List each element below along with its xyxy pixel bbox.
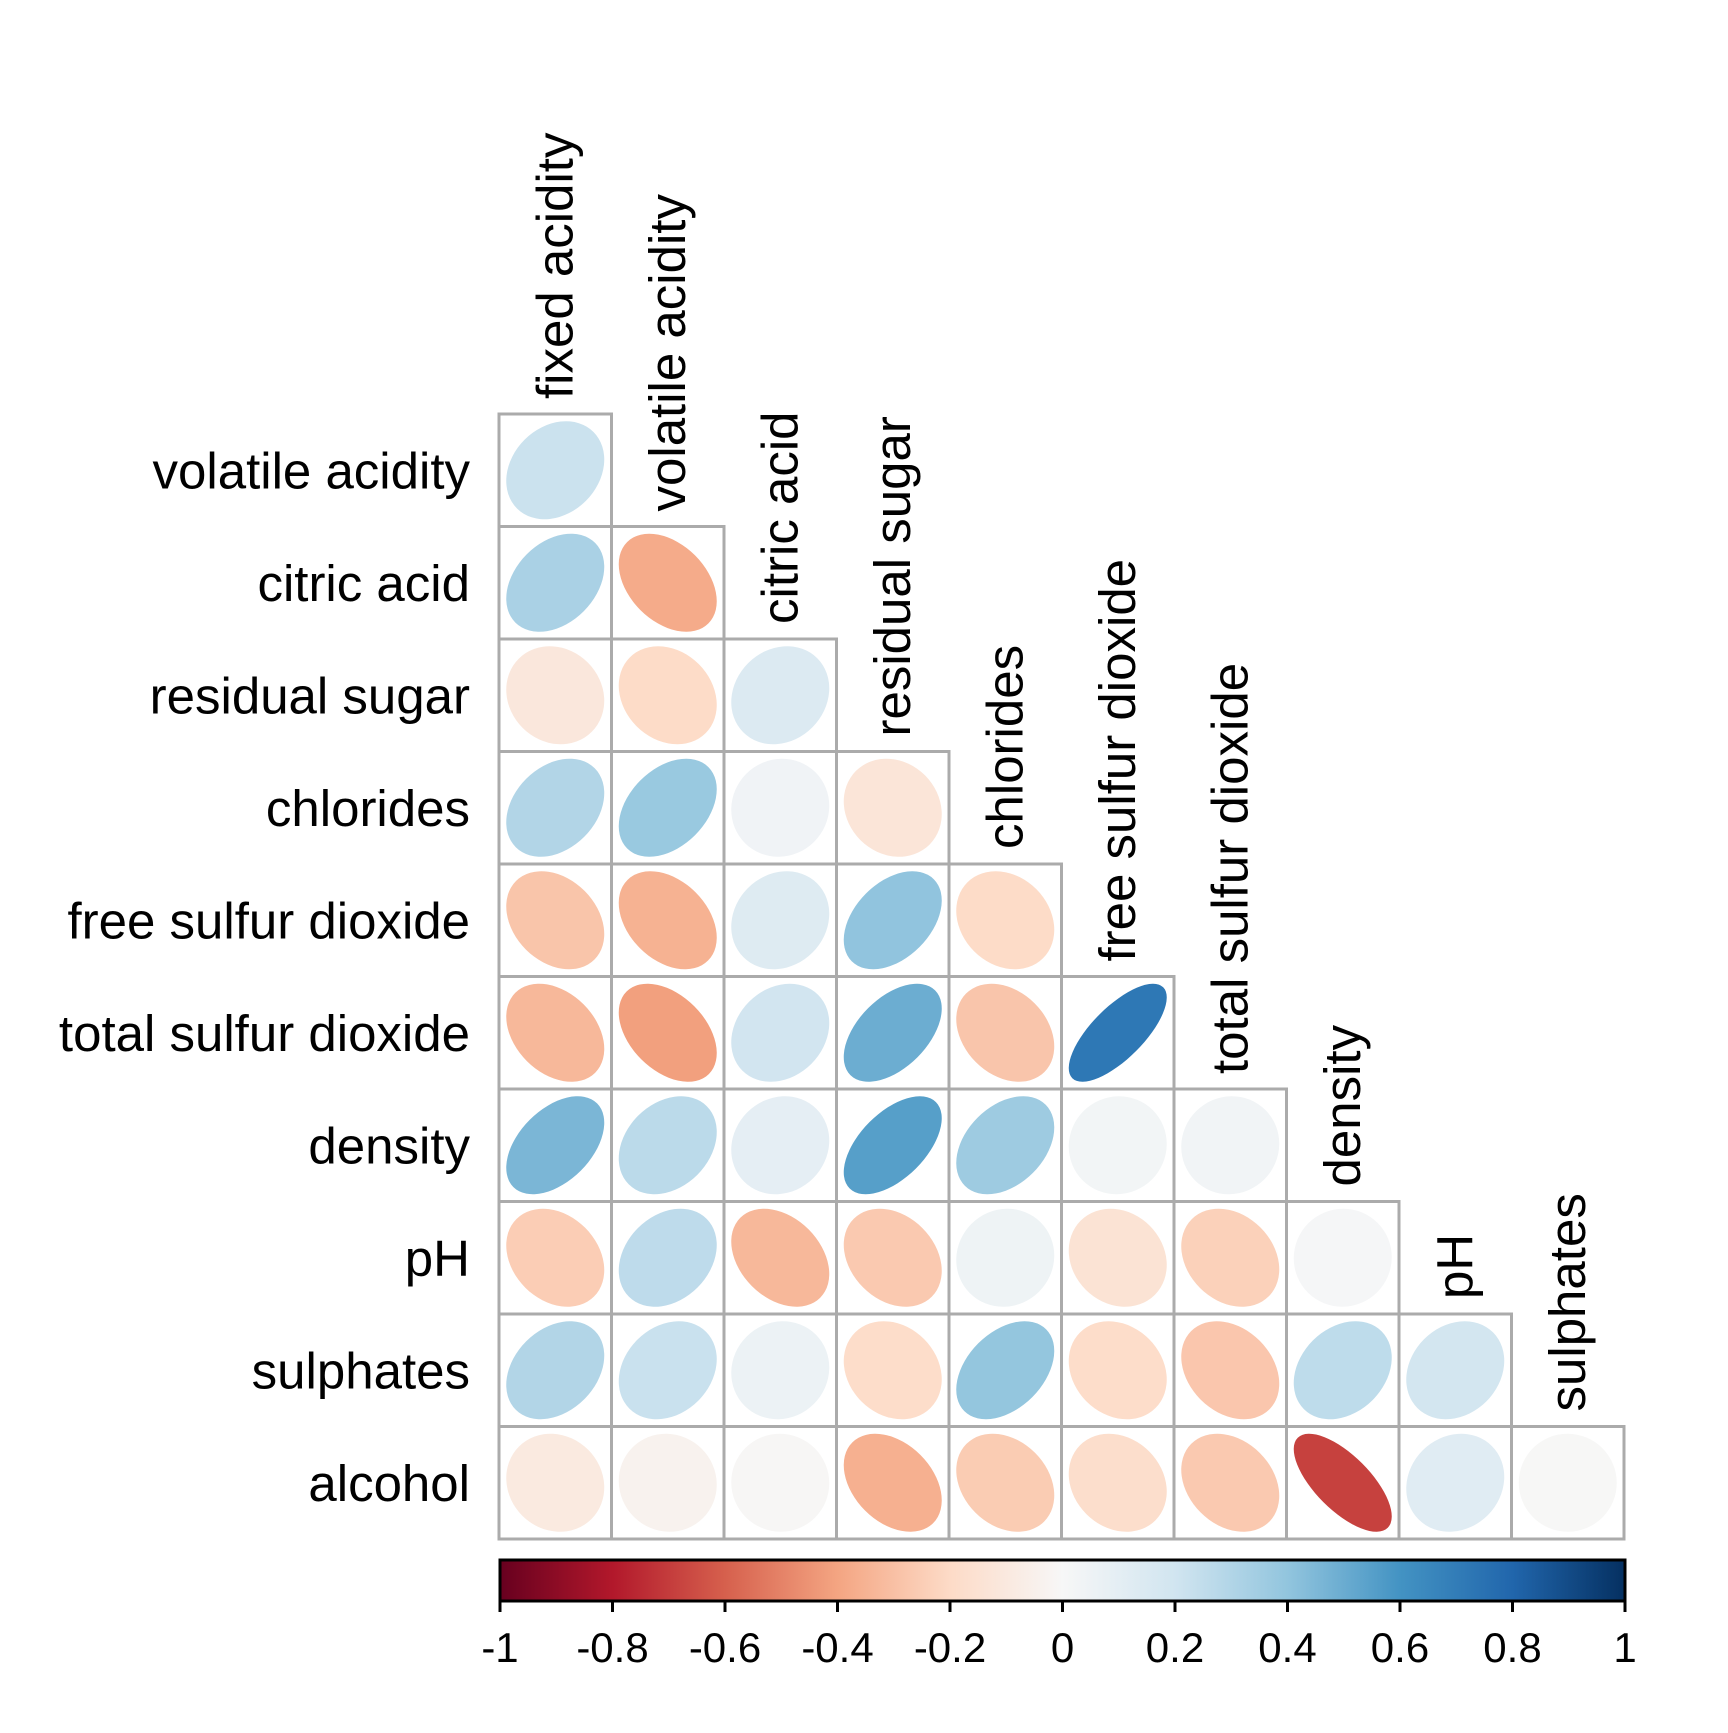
column-label: fixed acidity — [526, 132, 583, 399]
colorbar-tick-label: 0.8 — [1483, 1624, 1541, 1671]
correlation-ellipse — [618, 1433, 717, 1532]
colorbar-tick-label: 0 — [1051, 1624, 1074, 1671]
correlation-ellipse — [1406, 1321, 1505, 1420]
correlation-ellipse — [731, 1208, 830, 1307]
column-label: volatile acidity — [639, 194, 696, 512]
row-label: density — [308, 1117, 470, 1174]
column-label: residual sugar — [864, 416, 921, 736]
correlation-ellipse — [1293, 1433, 1392, 1532]
correlation-ellipse — [618, 533, 717, 632]
row-label: total sulfur dioxide — [59, 1005, 470, 1062]
correlation-ellipse — [618, 646, 717, 745]
column-label: chlorides — [976, 645, 1033, 849]
row-label: volatile acidity — [153, 442, 471, 499]
column-label: citric acid — [751, 411, 808, 624]
correlation-ellipse — [1068, 1321, 1167, 1420]
row-label: citric acid — [257, 555, 470, 612]
correlation-ellipse — [843, 1433, 942, 1532]
correlation-ellipse — [506, 1096, 605, 1195]
row-label: alcohol — [308, 1455, 470, 1512]
correlation-ellipse — [1293, 1208, 1392, 1307]
correlation-ellipse — [1181, 1208, 1280, 1307]
row-label: sulphates — [252, 1342, 470, 1399]
correlation-ellipse — [843, 1096, 942, 1195]
colorbar-tick-label: -0.2 — [914, 1624, 986, 1671]
correlation-ellipse — [506, 758, 605, 857]
correlation-ellipse — [618, 1208, 717, 1307]
colorbar-tick-label: -1 — [481, 1624, 518, 1671]
row-label: chlorides — [266, 780, 470, 837]
column-label: free sulfur dioxide — [1089, 559, 1146, 962]
correlation-ellipse — [731, 983, 830, 1082]
correlation-ellipse — [506, 871, 605, 970]
correlation-ellipse — [956, 983, 1055, 1082]
correlation-ellipse — [731, 1321, 830, 1420]
correlation-ellipse — [618, 871, 717, 970]
correlation-ellipse — [1068, 983, 1167, 1082]
correlation-ellipse — [956, 1321, 1055, 1420]
correlation-ellipse — [956, 871, 1055, 970]
matrix-cell-border — [1510, 1425, 1626, 1541]
colorbar-bar — [498, 1558, 1627, 1603]
correlation-ellipse — [956, 1433, 1055, 1532]
grid-layer — [497, 412, 1626, 1541]
colorbar-tick-label: -0.4 — [801, 1624, 873, 1671]
correlation-ellipse — [506, 421, 605, 520]
correlation-ellipse — [1181, 1096, 1280, 1195]
correlation-ellipse — [506, 646, 605, 745]
correlation-ellipse — [506, 1321, 605, 1420]
correlation-ellipse — [731, 646, 830, 745]
column-label: pH — [1426, 1234, 1483, 1299]
correlation-ellipse — [506, 1208, 605, 1307]
correlation-ellipse — [618, 758, 717, 857]
correlation-ellipse — [843, 871, 942, 970]
correlation-ellipse — [843, 1321, 942, 1420]
correlation-ellipse — [1181, 1321, 1280, 1420]
correlation-ellipse — [843, 758, 942, 857]
correlation-ellipse — [731, 1433, 830, 1532]
correlation-ellipse — [731, 758, 830, 857]
colorbar-tick-label: 1 — [1613, 1624, 1636, 1671]
correlation-ellipse — [956, 1208, 1055, 1307]
correlation-ellipse — [618, 983, 717, 1082]
column-label: total sulfur dioxide — [1201, 663, 1258, 1074]
ellipse-layer — [506, 421, 1617, 1532]
correlation-ellipse — [843, 983, 942, 1082]
correlation-ellipse — [1406, 1433, 1505, 1532]
row-label: pH — [405, 1230, 470, 1287]
colorbar-tick-label: 0.6 — [1371, 1624, 1429, 1671]
correlation-ellipse — [1068, 1096, 1167, 1195]
correlation-ellipse — [618, 1321, 717, 1420]
colorbar-tick-label: -0.6 — [689, 1624, 761, 1671]
correlation-ellipse — [1068, 1433, 1167, 1532]
correlation-ellipse — [506, 983, 605, 1082]
colorbar: -1 -0.8 -0.6 -0.4 -0.2 0 0.2 0.4 0.6 0.8 1 — [481, 1558, 1637, 1671]
row-label: residual sugar — [150, 667, 470, 724]
correlation-ellipse — [1068, 1208, 1167, 1307]
correlation-ellipse — [618, 1096, 717, 1195]
colorbar-tick-label: 0.2 — [1146, 1624, 1204, 1671]
label-layer: volatile acidity citric acid residual suga… — [59, 132, 1596, 1512]
correlation-ellipse — [731, 871, 830, 970]
correlation-ellipse — [506, 533, 605, 632]
correlation-ellipse — [1518, 1433, 1617, 1532]
correlation-ellipse — [956, 1096, 1055, 1195]
column-label: sulphates — [1539, 1193, 1596, 1411]
colorbar-tick-label: -0.8 — [576, 1624, 648, 1671]
correlation-ellipse — [506, 1433, 605, 1532]
correlation-ellipse — [731, 1096, 830, 1195]
correlation-ellipse — [843, 1208, 942, 1307]
correlation-ellipse — [1181, 1433, 1280, 1532]
column-label: density — [1314, 1024, 1371, 1186]
correlation-ellipse — [1293, 1321, 1392, 1420]
row-label: free sulfur dioxide — [67, 892, 470, 949]
colorbar-tick-label: 0.4 — [1258, 1624, 1316, 1671]
